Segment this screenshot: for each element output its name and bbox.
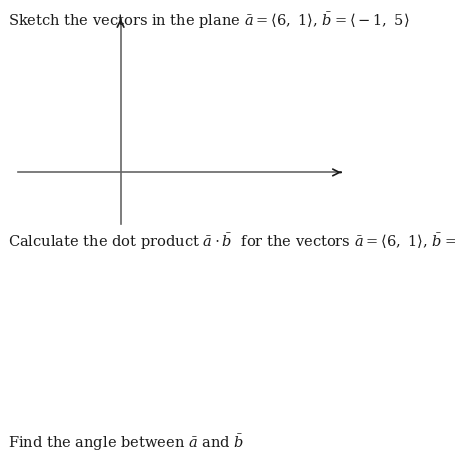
Text: Find the angle between $\bar{a}$ and $\bar{b}$: Find the angle between $\bar{a}$ and $\b… bbox=[8, 432, 244, 453]
Text: Calculate the dot product $\bar{a}\cdot\bar{b}$  for the vectors $\bar{a}=\langl: Calculate the dot product $\bar{a}\cdot\… bbox=[8, 232, 455, 252]
Text: Sketch the vectors in the plane $\bar{a}=\langle 6,\ 1\rangle$, $\bar{b}=\langle: Sketch the vectors in the plane $\bar{a}… bbox=[8, 10, 410, 31]
